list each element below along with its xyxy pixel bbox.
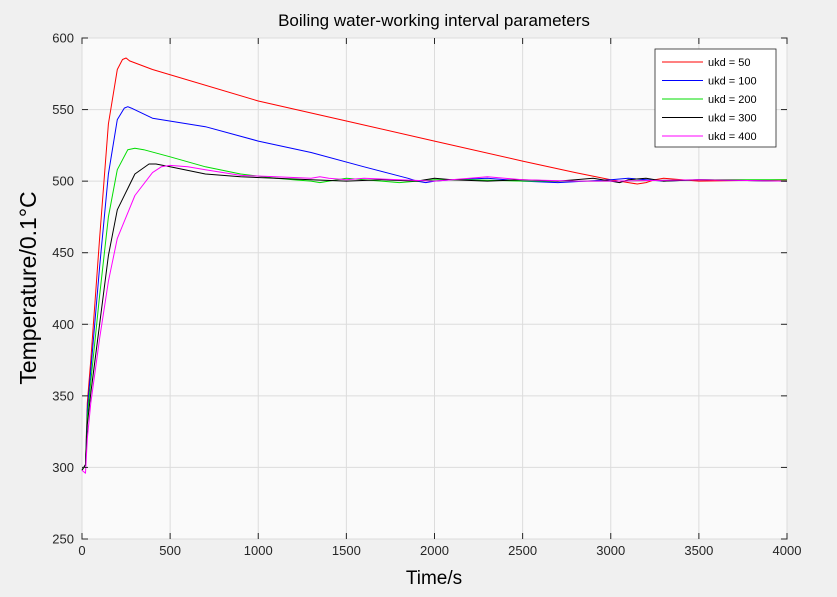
legend-label: ukd = 100 — [708, 76, 757, 88]
y-tick-label: 550 — [52, 102, 74, 117]
x-tick-label: 1000 — [244, 543, 273, 558]
legend-label: ukd = 200 — [708, 94, 757, 106]
x-tick-label: 3000 — [596, 543, 625, 558]
legend-box — [654, 48, 777, 148]
y-tick-label: 500 — [52, 174, 74, 189]
y-axis-label: Temperature/0.1°C — [15, 191, 41, 384]
legend-label: ukd = 50 — [708, 57, 751, 69]
axis-ticks: 0 500 1000 1500 2000 2500 3000 3500 4000 250 300 35… — [52, 31, 801, 559]
y-tick-label: 450 — [52, 245, 74, 260]
legend-label: ukd = 400 — [708, 131, 757, 143]
x-tick-label: 0 — [78, 543, 85, 558]
x-tick-label: 2500 — [508, 543, 537, 558]
series-line-4 — [81, 163, 788, 471]
y-tick-label: 350 — [52, 388, 74, 403]
x-tick-label: 1500 — [332, 543, 361, 558]
legend-label: ukd = 300 — [708, 113, 757, 125]
x-tick-label: 4000 — [773, 543, 802, 558]
series-lines — [81, 57, 788, 474]
y-tick-label: 600 — [52, 31, 74, 46]
y-tick-label: 300 — [52, 460, 74, 475]
legend: ukd = 50 ukd = 100 ukd = 200 ukd = 300 ukd =… — [654, 48, 777, 148]
x-tick-label: 2000 — [420, 543, 449, 558]
x-tick-label: 3500 — [684, 543, 713, 558]
x-tick-label: 500 — [159, 543, 181, 558]
series-line-5 — [81, 164, 788, 474]
chart-title: Boiling water-working interval parameter… — [278, 11, 590, 30]
x-axis-label: Time/s — [406, 568, 462, 589]
y-tick-label: 400 — [52, 317, 74, 332]
series-line-1 — [81, 57, 788, 471]
y-tick-label: 250 — [52, 532, 74, 547]
